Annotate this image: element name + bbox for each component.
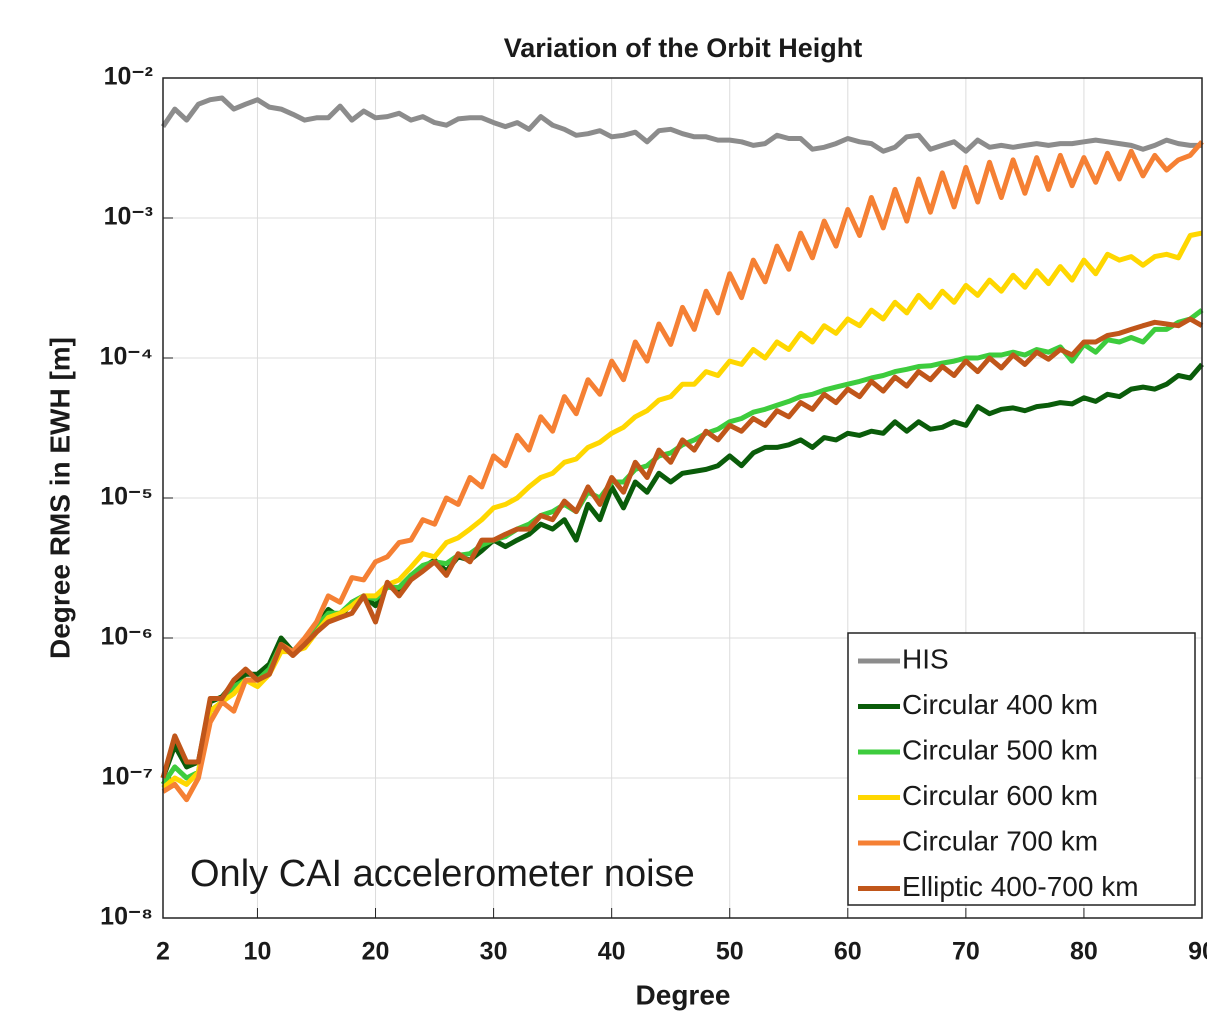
x-tick-label: 2 (156, 938, 170, 966)
x-tick-label: 30 (480, 938, 508, 966)
chart-title: Variation of the Orbit Height (504, 33, 863, 63)
legend-label: Elliptic 400-700 km (902, 871, 1139, 902)
y-tick-label: 10⁻⁵ (100, 483, 153, 511)
y-tick-label: 10⁻³ (104, 203, 153, 231)
legend-label: Circular 600 km (902, 780, 1098, 811)
x-tick-label: 20 (362, 938, 390, 966)
annotation: Only CAI accelerometer noise (190, 853, 695, 895)
y-tick-label: 10⁻⁴ (100, 343, 153, 371)
series-line (160, 95, 1202, 154)
legend-box (847, 632, 1196, 906)
y-tick-label: 10⁻⁸ (100, 903, 153, 931)
x-tick-label: 90 (1188, 938, 1207, 966)
x-axis-label: Degree (636, 979, 731, 1010)
y-tick-label: 10⁻² (104, 63, 153, 91)
series-line (161, 230, 1203, 790)
x-tick-label: 80 (1070, 938, 1098, 966)
y-tick-label: 10⁻⁷ (102, 763, 153, 791)
x-tick-label: 40 (598, 938, 626, 966)
series-line (160, 316, 1204, 779)
series-line (161, 140, 1204, 803)
legend-label: Circular 400 km (902, 689, 1098, 720)
plot-border (162, 77, 1203, 919)
y-tick-label: 10⁻⁶ (100, 623, 153, 651)
x-tick-label: 10 (244, 938, 272, 966)
x-tick-label: 70 (952, 938, 980, 966)
y-axis-label: Degree RMS in EWH [m] (44, 337, 75, 659)
legend-label: Circular 500 km (902, 734, 1098, 765)
x-tick-label: 60 (834, 938, 862, 966)
legend-label: HIS (902, 643, 949, 674)
legend-label: Circular 700 km (902, 825, 1098, 856)
x-tick-label: 50 (716, 938, 744, 966)
